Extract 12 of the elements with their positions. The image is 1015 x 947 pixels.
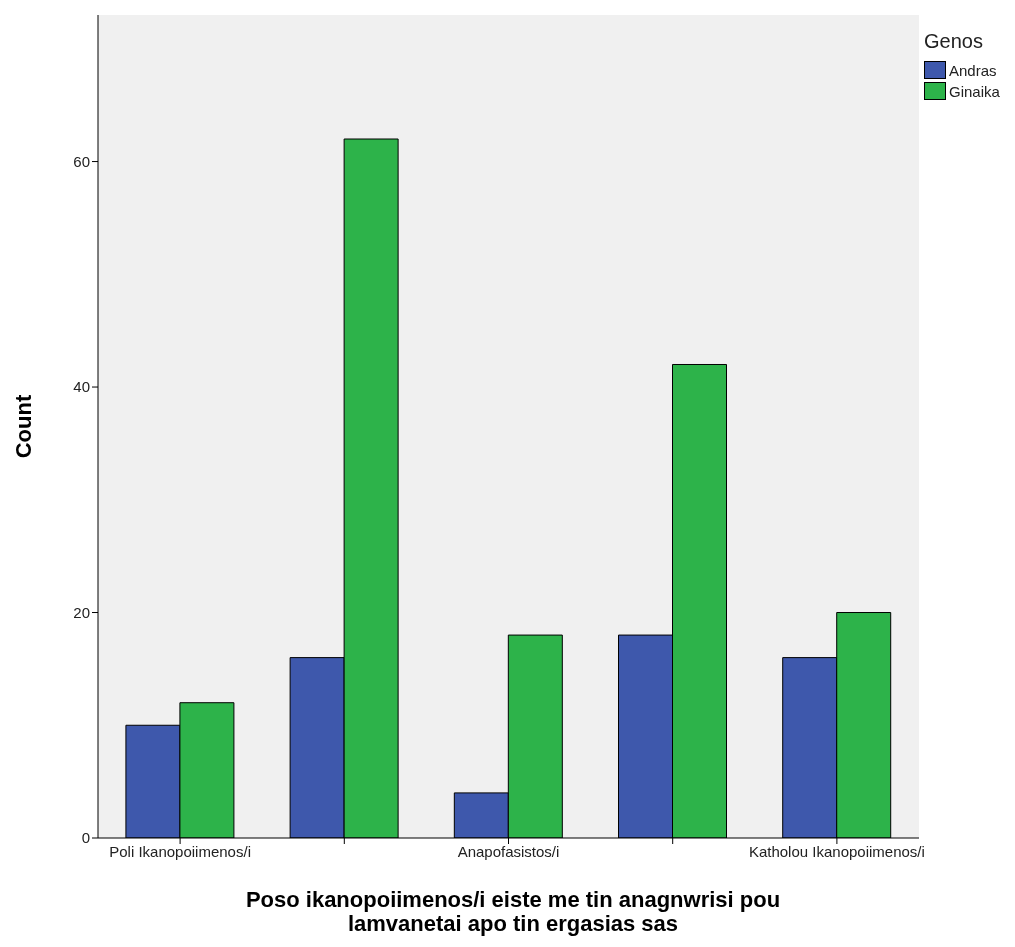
- y-axis-title: Count: [10, 394, 36, 459]
- y-tick-label: 60: [73, 152, 90, 170]
- legend-label: Ginaika: [949, 82, 1000, 100]
- legend-label: Andras: [949, 61, 997, 79]
- y-tick-label: 40: [73, 378, 90, 396]
- x-tick-label: Anapofasistos/i: [457, 842, 560, 860]
- y-tick-label: 0: [81, 829, 90, 846]
- legend-title: Genos: [924, 30, 984, 53]
- x-tick-label: Poli Ikanopoiimenos/i: [109, 842, 251, 860]
- x-tick-label: Katholou Ikanopoiimenos/i: [748, 842, 925, 860]
- y-tick-label: 20: [73, 603, 90, 621]
- x-axis-title: Poso ikanopoiimenos/i eiste me tin anagnwrisi pou lamvanetai apo tin ergasias sas: [244, 887, 782, 936]
